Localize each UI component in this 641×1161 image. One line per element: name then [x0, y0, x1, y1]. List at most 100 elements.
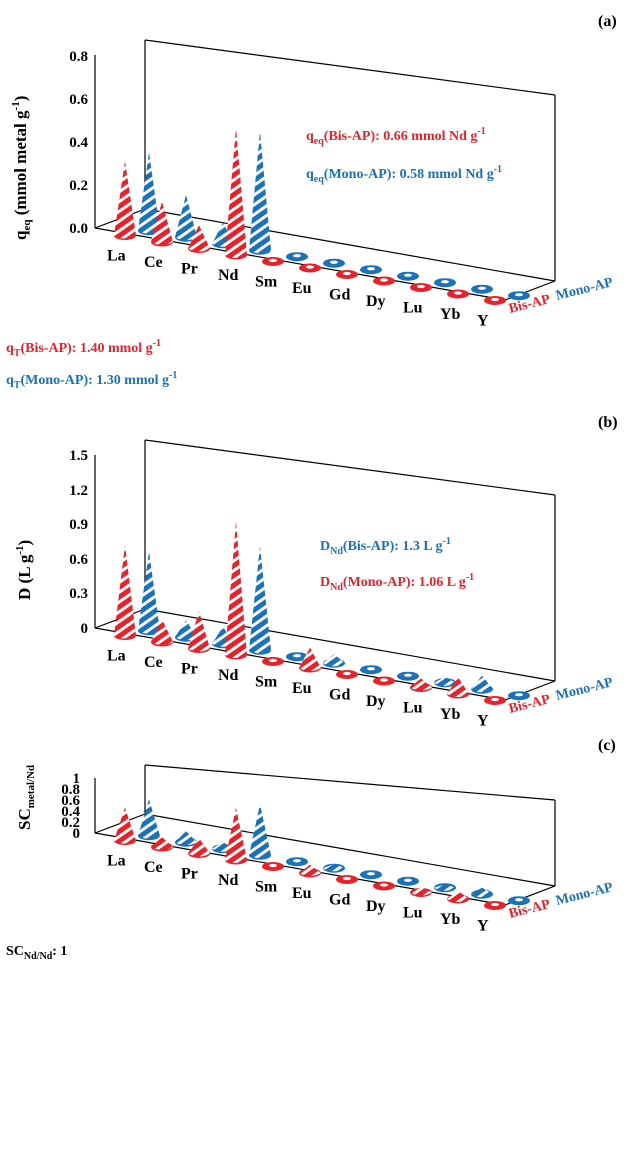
mono-cone-dy	[397, 671, 419, 681]
category-label-pr: Pr	[181, 865, 198, 882]
category-label-nd: Nd	[218, 872, 239, 889]
panel-c-cones	[114, 799, 530, 910]
category-label-la: La	[107, 247, 126, 264]
y-axis-label: D (L g-1)	[14, 540, 34, 600]
annotation-mono: qeq(Mono-AP): 0.58 mmol Nd g-1	[306, 164, 502, 185]
category-label-sm: Sm	[255, 878, 278, 895]
bis-cone-gd	[336, 269, 358, 279]
panel-b-category-labels: La Ce Pr Nd Sm Eu Gd Dy Lu Yb Y	[107, 647, 489, 729]
y-tick-label: 1.5	[69, 448, 88, 464]
bis-cone-dy	[373, 676, 395, 686]
y-tick-label: 0	[73, 826, 81, 842]
mono-cone-nd	[249, 545, 271, 655]
panel-b-label: (b)	[598, 414, 618, 431]
capacity-mono: qT(Mono-AP): 1.30 mmol g-1	[6, 370, 177, 391]
mono-cone-yb	[471, 675, 493, 694]
category-label-dy: Dy	[366, 693, 386, 710]
series-label-mono: Mono-AP	[554, 880, 615, 909]
mono-cone-sm	[286, 652, 308, 662]
mono-cone-nd	[249, 804, 271, 860]
y-tick-label: 0.3	[69, 586, 88, 602]
bis-cone-nd	[225, 127, 247, 260]
category-label-ce: Ce	[144, 254, 163, 271]
category-label-la: La	[107, 852, 126, 869]
annotation-bis: qeq(Bis-AP): 0.66 mmol Nd g-1	[306, 126, 486, 147]
bis-cone-lu	[410, 282, 432, 292]
panel-b-cones	[114, 521, 530, 705]
mono-cone-gd	[360, 870, 382, 880]
mono-cone-sm	[286, 857, 308, 867]
category-label-lu: Lu	[403, 904, 423, 921]
y-tick-label: 0.2	[69, 178, 88, 194]
panel-c-yticks: 0 0.2 0.4 0.6 0.8 1	[61, 771, 80, 842]
bis-cone-gd	[336, 874, 358, 884]
bis-cone-lu	[410, 678, 432, 692]
panel-a-yticks: 0.0 0.2 0.4 0.6 0.8	[69, 49, 88, 237]
y-tick-label: 0.9	[69, 517, 88, 533]
mono-cone-y	[508, 291, 530, 301]
category-label-y: Y	[477, 712, 489, 729]
bis-cone-sm	[262, 257, 284, 267]
category-label-nd: Nd	[218, 667, 239, 684]
y-tick-label: 0.6	[69, 92, 88, 108]
panel-a: (a) 0.0 0.2 0.4 0.6 0.8 qeq (mmol metal …	[10, 13, 617, 329]
y-axis-label: SCmetal/Nd	[15, 765, 37, 830]
category-label-yb: Yb	[440, 706, 461, 723]
bis-cone-pr	[188, 225, 210, 254]
mono-cone-yb	[471, 284, 493, 294]
footnote-sc: SCNd/Nd: 1	[6, 944, 67, 962]
series-label-mono: Mono-AP	[554, 675, 615, 704]
category-label-yb: Yb	[440, 306, 461, 323]
bis-cone-ce	[151, 837, 173, 852]
mono-cone-sm	[286, 252, 308, 262]
annotation-dnd-bis: DNd(Bis-AP): 1.3 L g-1	[320, 536, 451, 557]
bis-cone-ce	[151, 619, 173, 647]
mono-cone-dy	[397, 876, 419, 886]
mono-cone-nd	[249, 131, 271, 255]
panel-b-yticks: 0 0.3 0.6 0.9 1.2 1.5	[69, 448, 88, 637]
bis-cone-nd	[225, 521, 247, 660]
bis-cone-y	[484, 295, 506, 305]
panel-c-frame	[94, 764, 556, 906]
panel-c-label: (c)	[598, 737, 616, 754]
y-tick-label: 0.0	[69, 221, 88, 237]
category-label-ce: Ce	[144, 859, 163, 876]
mono-cone-gd	[360, 665, 382, 675]
category-label-gd: Gd	[329, 686, 350, 703]
bis-cone-eu	[299, 263, 321, 273]
y-axis-label: qeq (mmol metal g-1)	[10, 96, 33, 240]
capacity-bis: qT(Bis-AP): 1.40 mmol g-1	[6, 338, 161, 359]
bis-cone-yb	[447, 289, 469, 299]
category-label-ce: Ce	[144, 654, 163, 671]
mono-cone-eu	[323, 863, 345, 873]
category-label-la: La	[107, 647, 126, 664]
panel-a-category-labels: La Ce Pr Nd Sm Eu Gd Dy Lu Yb Y	[107, 247, 489, 329]
category-label-yb: Yb	[440, 911, 461, 928]
bis-cone-dy	[373, 276, 395, 286]
bis-cone-pr	[188, 838, 210, 859]
category-label-y: Y	[477, 312, 489, 329]
category-label-eu: Eu	[292, 280, 312, 297]
category-label-gd: Gd	[329, 286, 350, 303]
mono-cone-lu	[434, 677, 456, 688]
y-tick-label: 1.2	[69, 483, 88, 499]
category-label-gd: Gd	[329, 891, 350, 908]
category-label-lu: Lu	[403, 299, 423, 316]
mono-cone-la	[138, 551, 160, 636]
category-label-pr: Pr	[181, 260, 198, 277]
category-label-dy: Dy	[366, 293, 386, 310]
mono-cone-dy	[397, 271, 419, 281]
y-tick-label: 0.4	[61, 804, 80, 820]
panel-a-label: (a)	[598, 13, 617, 30]
bis-cone-la	[114, 544, 136, 641]
panel-b: (b) 0 0.3 0.6 0.9 1.2 1.5 D (L g-1) La Ce…	[14, 414, 618, 729]
category-label-pr: Pr	[181, 660, 198, 677]
bis-cone-gd	[336, 669, 358, 679]
panel-a-cones	[114, 127, 530, 305]
category-label-lu: Lu	[403, 699, 423, 716]
bis-cone-dy	[373, 881, 395, 891]
panel-c-category-labels: La Ce Pr Nd Sm Eu Gd Dy Lu Yb Y	[107, 852, 489, 934]
y-tick-label: 0	[81, 621, 89, 637]
mono-cone-la	[138, 799, 160, 841]
